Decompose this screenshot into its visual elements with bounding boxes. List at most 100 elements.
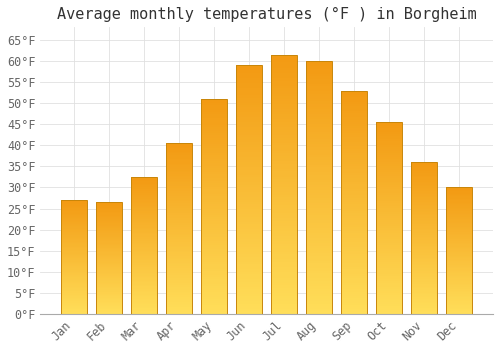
Bar xyxy=(341,200,367,202)
Title: Average monthly temperatures (°F ) in Borgheim: Average monthly temperatures (°F ) in Bo… xyxy=(57,7,476,22)
Bar xyxy=(341,227,367,229)
Bar xyxy=(446,242,472,243)
Bar xyxy=(96,290,122,292)
Bar xyxy=(61,304,87,305)
Bar xyxy=(341,287,367,289)
Bar xyxy=(201,174,228,176)
Bar xyxy=(236,145,262,147)
Bar xyxy=(376,226,402,228)
Bar xyxy=(96,223,122,225)
Bar xyxy=(411,273,438,274)
Bar xyxy=(236,147,262,150)
Bar xyxy=(446,218,472,219)
Bar xyxy=(446,188,472,314)
Bar xyxy=(306,213,332,215)
Bar xyxy=(411,209,438,211)
Bar xyxy=(131,285,157,287)
Bar xyxy=(61,223,87,224)
Bar xyxy=(271,78,297,80)
Bar xyxy=(341,95,367,97)
Bar xyxy=(306,223,332,225)
Bar xyxy=(236,155,262,157)
Bar xyxy=(166,150,192,152)
Bar xyxy=(411,288,438,289)
Bar xyxy=(166,152,192,153)
Bar xyxy=(61,210,87,211)
Bar xyxy=(446,234,472,236)
Bar xyxy=(96,296,122,297)
Bar xyxy=(96,231,122,232)
Bar xyxy=(341,140,367,142)
Bar xyxy=(131,222,157,224)
Bar xyxy=(446,232,472,233)
Bar xyxy=(131,259,157,260)
Bar xyxy=(166,220,192,222)
Bar xyxy=(61,279,87,280)
Bar xyxy=(341,301,367,303)
Bar xyxy=(446,247,472,248)
Bar xyxy=(341,120,367,122)
Bar xyxy=(166,312,192,314)
Bar xyxy=(411,194,438,196)
Bar xyxy=(411,217,438,218)
Bar xyxy=(306,112,332,114)
Bar xyxy=(236,224,262,227)
Bar xyxy=(131,240,157,241)
Bar xyxy=(411,278,438,279)
Bar xyxy=(131,225,157,226)
Bar xyxy=(236,232,262,234)
Bar xyxy=(446,211,472,213)
Bar xyxy=(236,105,262,107)
Bar xyxy=(96,251,122,252)
Bar xyxy=(166,280,192,281)
Bar xyxy=(96,266,122,267)
Bar xyxy=(61,231,87,232)
Bar xyxy=(341,296,367,298)
Bar xyxy=(411,287,438,288)
Bar xyxy=(131,251,157,252)
Bar xyxy=(96,273,122,274)
Bar xyxy=(201,284,228,286)
Bar xyxy=(96,309,122,310)
Bar xyxy=(341,111,367,113)
Bar xyxy=(446,206,472,208)
Bar xyxy=(271,303,297,306)
Bar xyxy=(376,147,402,149)
Bar xyxy=(306,124,332,127)
Bar xyxy=(166,184,192,186)
Bar xyxy=(131,196,157,197)
Bar xyxy=(201,237,228,239)
Bar xyxy=(166,268,192,270)
Bar xyxy=(271,156,297,158)
Bar xyxy=(236,272,262,274)
Bar xyxy=(271,257,297,259)
Bar xyxy=(131,241,157,243)
Bar xyxy=(236,182,262,184)
Bar xyxy=(271,306,297,309)
Bar xyxy=(306,119,332,122)
Bar xyxy=(376,199,402,201)
Bar xyxy=(236,279,262,281)
Bar xyxy=(411,247,438,248)
Bar xyxy=(201,183,228,185)
Bar xyxy=(341,115,367,117)
Bar xyxy=(61,300,87,301)
Bar xyxy=(411,215,438,217)
Bar xyxy=(96,221,122,222)
Bar xyxy=(271,80,297,83)
Bar xyxy=(96,288,122,289)
Bar xyxy=(341,155,367,158)
Bar xyxy=(166,155,192,157)
Bar xyxy=(306,261,332,263)
Bar xyxy=(376,220,402,222)
Bar xyxy=(341,126,367,128)
Bar xyxy=(61,280,87,281)
Bar xyxy=(201,301,228,303)
Bar xyxy=(376,203,402,205)
Bar xyxy=(61,293,87,295)
Bar xyxy=(306,79,332,81)
Bar xyxy=(411,179,438,180)
Bar xyxy=(341,303,367,305)
Bar xyxy=(131,310,157,311)
Bar xyxy=(201,258,228,260)
